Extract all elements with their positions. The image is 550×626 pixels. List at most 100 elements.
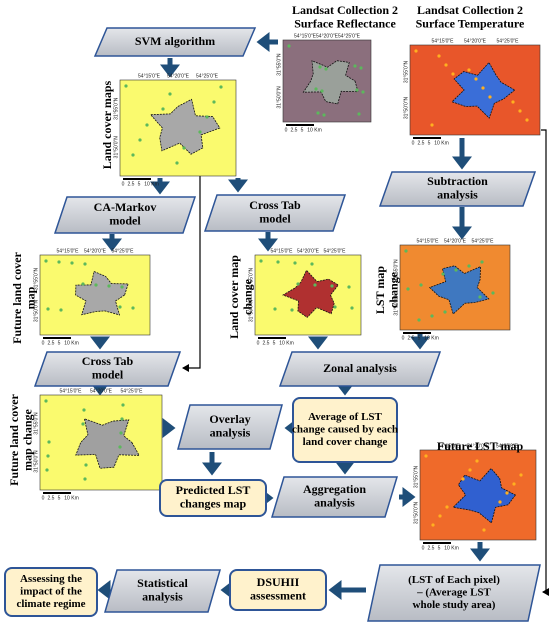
output-node [159,479,267,517]
map-title: Future land cover [10,251,24,343]
map-patch [478,295,482,299]
map-title: Future land cover [7,393,21,485]
process-node [378,171,537,207]
scale-label: 5 [273,340,276,346]
map-thumbnail: 54°15'0"E 54°20'0"E 54°25'0"E31°55'0"N31°5… [33,248,151,346]
node-label: change caused by each [292,424,398,436]
map-latitude: 31°55'0"N [248,267,254,290]
map-title: map [24,286,38,309]
map-patch [324,67,328,71]
map-patch [131,153,135,157]
map-title: Land cover maps [100,80,114,169]
map-patch [519,473,523,477]
map-patch [175,161,179,165]
scale-label: 5 [301,127,304,133]
map-patch [467,264,471,268]
map-longitude: 54°15'0"E [138,73,161,79]
map-longitude: 54°15'0"E [417,238,440,244]
scale-label: 10 [307,127,313,133]
process-node [367,564,541,622]
map-urban-area [282,269,339,318]
map-longitude: 54°20'0"E [167,73,190,79]
map-latitude: 31°50'0"N [248,299,254,322]
map-latitude: 31°50'0"N [33,450,39,473]
scale-label: Km [71,340,79,346]
map-longitude: 54°25'0"E [324,248,347,254]
output-node [292,397,398,463]
scale-label: 2.5 [428,545,435,551]
map-patch [44,399,48,403]
node-label: Average of LST [308,411,382,423]
node-label: model [92,368,124,382]
map-patch [276,260,280,264]
node-label: model [259,212,291,226]
map-patch [296,282,300,286]
node-label: SVM algorithm [135,34,215,48]
map-patch [417,318,421,322]
header-title: Surface Temperature [416,17,525,31]
map-latitude: 31°55'0"N [33,412,39,435]
map-patch [81,422,85,426]
scale-bar [258,337,286,339]
map-patch [94,283,98,287]
scale-label: 2.5 [128,181,135,187]
map-thumbnail: 54°15'0"E 54°20'0"E 54°25'0"E31°55'0"N31°5… [113,73,237,187]
map-thumbnail: 54°15'0"E 54°20'0"E 54°25'0"E31°55'0"N31°5… [33,388,163,501]
map-longitude: 54°25'0"E [338,33,361,39]
map-patch [430,314,434,318]
map-patch [359,66,363,70]
scale-label: 2.5 [291,127,298,133]
map-patch [81,282,85,286]
map-patch [347,285,351,289]
map-longitude: 54°25'0"E [121,388,144,394]
map-patch [525,118,529,122]
scale-label: 0 [42,340,45,346]
node-label: Cross Tab [249,198,301,212]
scale-bar [403,332,431,334]
scale-label: Km [441,140,449,146]
map-latitude: 31°55'0"N [393,259,399,282]
node-label: assessment [250,589,306,603]
connector-line [182,176,201,372]
header-title: Surface Reflectance [294,17,396,31]
map-patch [511,100,515,104]
node-label: model [109,214,141,228]
map-thumbnail: 54°15'0"E 54°20'0"E 54°25'0"E31°55'0"N31°5… [393,238,511,341]
map-patch [414,49,418,53]
map-longitude: 54°20'0"E [444,238,467,244]
map-patch [46,307,50,311]
node-label: analysis [314,496,355,510]
map-frame [254,254,362,336]
node-label: land cover change [303,436,388,448]
map-patch [84,463,88,467]
map-latitude: 31°50'0"N [33,299,39,322]
map-patch [468,468,472,472]
process-node [53,196,197,234]
map-latitude: 31°55'0"N [413,465,419,488]
map-patch [121,403,125,407]
map-patch [480,260,484,264]
scale-label: Km [431,335,439,341]
map-latitude: 31°50'0"N [413,501,419,524]
map-patch [498,500,502,504]
header-title: Landsat Collection 2 [417,3,523,17]
map-patch [205,115,209,119]
map-longitude: 54°25'0"E [496,443,519,449]
node-label: (LST of Each pixel) [408,574,500,586]
scale-label: 10 [64,340,70,346]
scale-label: Km [451,545,459,551]
map-patch [182,146,186,150]
node-label: whole study area) [413,599,496,611]
map-patch [518,109,522,113]
map-patch [313,283,317,287]
scale-label: 10 [144,181,150,187]
map-latitude: 31°50'0"N [113,136,119,159]
map-thumbnail: 54°15'0"E 54°20'0"E 54°25'0"E31°55'0"N31°5… [248,248,362,346]
map-patch [353,64,357,68]
node-label: DSUHII [257,575,300,589]
map-patch [350,306,354,310]
map-patch [293,261,297,265]
map-patch [145,123,149,127]
map-longitude: 54°20'0"E [467,443,490,449]
